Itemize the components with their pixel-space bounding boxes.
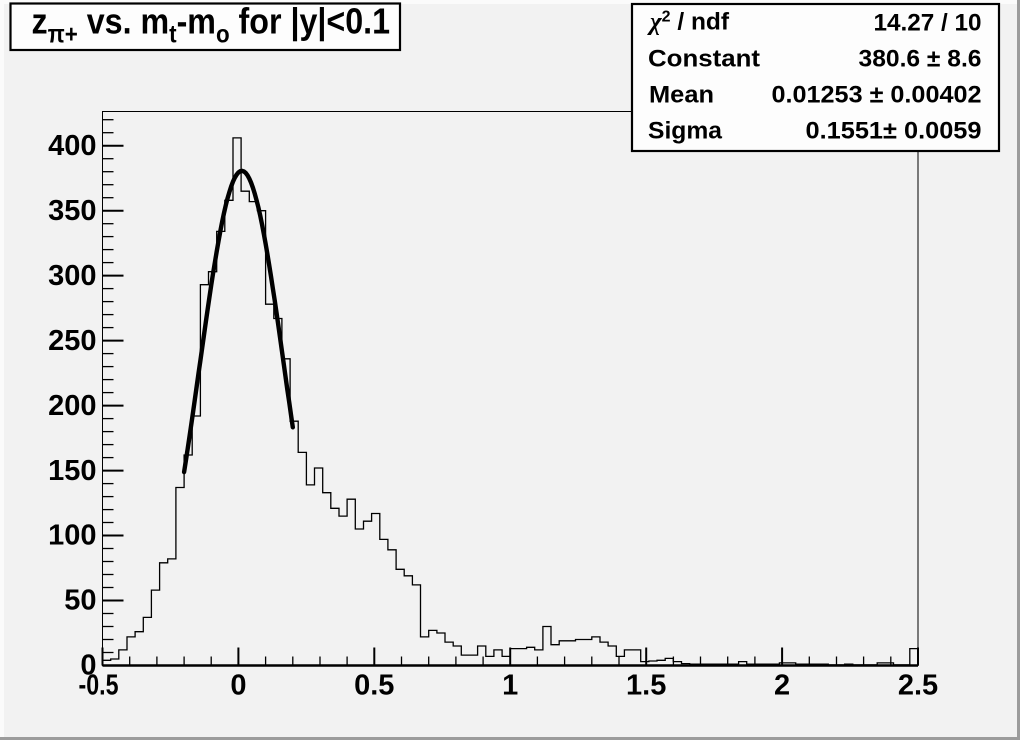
- svg-text:0: 0: [80, 650, 96, 682]
- svg-text:50: 50: [64, 585, 96, 617]
- svg-text:2.5: 2.5: [898, 670, 938, 702]
- svg-text:300: 300: [48, 260, 96, 292]
- svg-text:14.27 / 10: 14.27 / 10: [874, 10, 982, 37]
- svg-text:0.5: 0.5: [354, 670, 394, 702]
- svg-text:0.01253 ± 0.00402: 0.01253 ± 0.00402: [772, 82, 982, 109]
- svg-text:380.6 ± 8.6: 380.6 ± 8.6: [859, 46, 982, 73]
- svg-text:-0.5: -0.5: [79, 670, 119, 702]
- svg-text:χ2 / ndf: χ2 / ndf: [647, 9, 730, 36]
- svg-text:350: 350: [48, 195, 96, 227]
- svg-text:0.1551± 0.0059: 0.1551± 0.0059: [806, 118, 982, 145]
- svg-text:150: 150: [48, 455, 96, 487]
- svg-text:400: 400: [48, 130, 96, 162]
- svg-text:zπ+ vs. mt-mo for |y|<0.1: zπ+ vs. mt-mo for |y|<0.1: [32, 1, 391, 49]
- svg-text:100: 100: [48, 520, 96, 552]
- svg-text:Mean: Mean: [649, 82, 714, 109]
- svg-text:1: 1: [502, 670, 518, 702]
- svg-text:1.5: 1.5: [626, 670, 666, 702]
- svg-text:200: 200: [48, 390, 96, 422]
- svg-text:Constant: Constant: [648, 46, 760, 73]
- svg-text:250: 250: [48, 325, 96, 357]
- svg-text:Sigma: Sigma: [648, 118, 722, 145]
- svg-text:2: 2: [774, 670, 790, 702]
- svg-text:0: 0: [230, 670, 246, 702]
